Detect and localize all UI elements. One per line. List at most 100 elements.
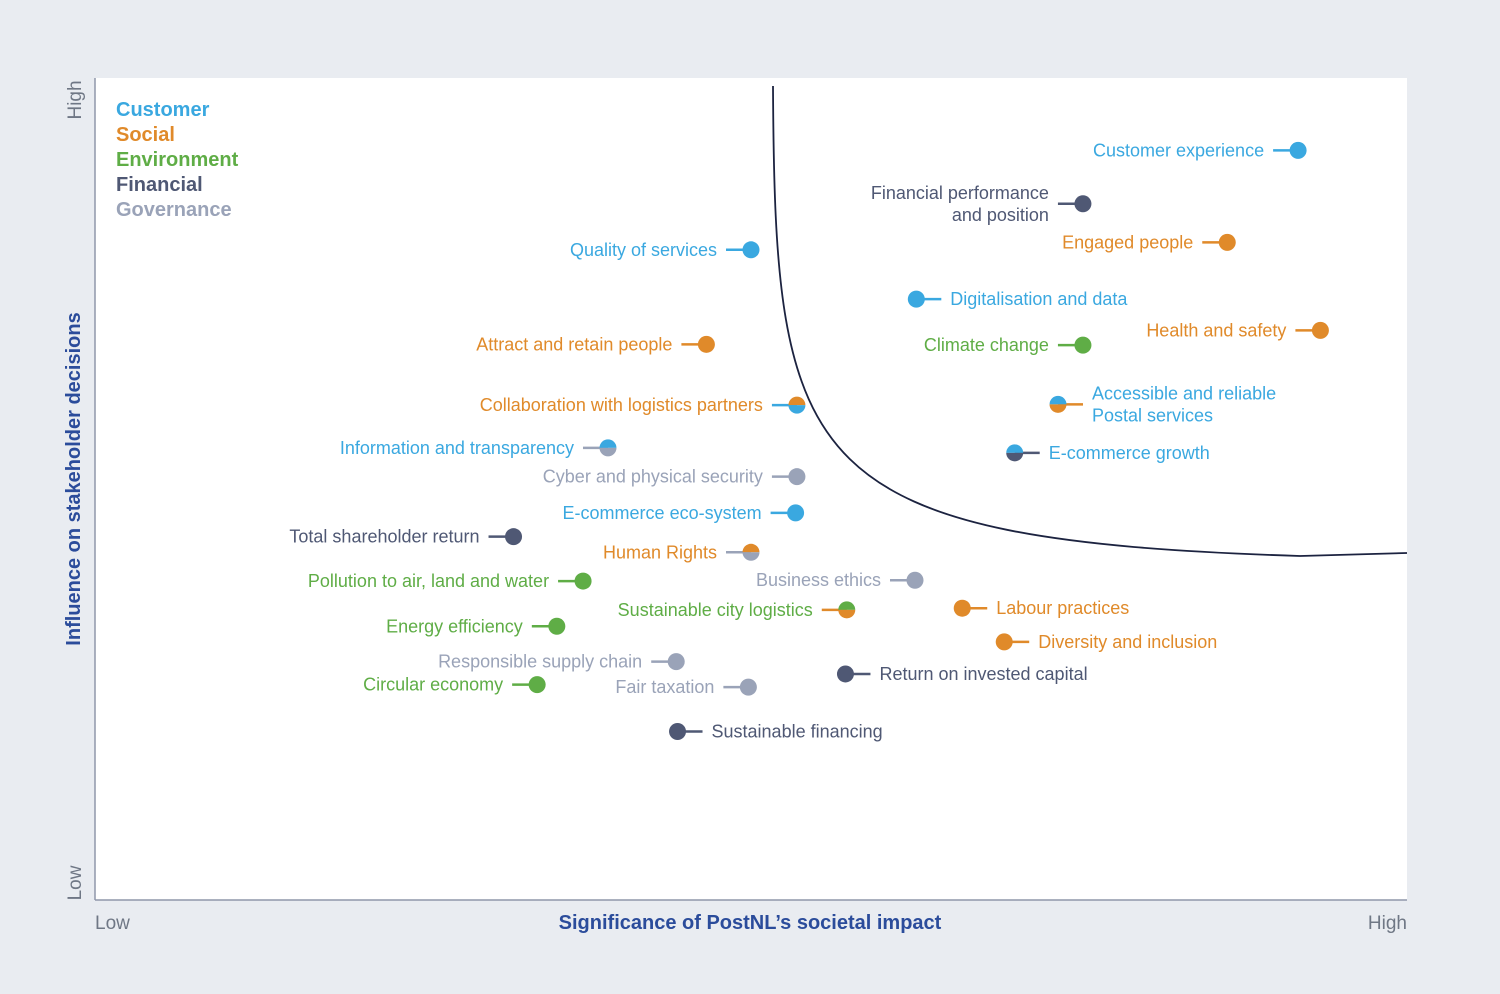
point-label: Climate change <box>924 335 1049 355</box>
point-marker-bottom[interactable] <box>788 405 806 414</box>
point-label: Sustainable city logistics <box>618 600 813 620</box>
point-label: Accessible and reliable <box>1092 383 1276 403</box>
point-label: Business ethics <box>756 570 881 590</box>
point-marker[interactable] <box>1074 195 1092 213</box>
x-axis-title: Significance of PostNL’s societal impact <box>559 912 942 934</box>
point-marker[interactable] <box>1074 336 1092 354</box>
data-point-group: Sustainable city logistics <box>618 600 856 620</box>
point-marker-top[interactable] <box>1006 444 1024 453</box>
data-point-group: Health and safety <box>1146 320 1329 340</box>
point-label: Digitalisation and data <box>950 289 1128 309</box>
point-marker[interactable] <box>697 335 715 353</box>
point-label: Labour practices <box>996 598 1129 618</box>
point-label: Pollution to air, land and water <box>308 571 549 591</box>
point-label: Responsible supply chain <box>438 652 642 672</box>
point-label: Return on invested capital <box>879 664 1087 684</box>
point-marker-bottom[interactable] <box>1049 404 1067 413</box>
legend: Customer Social Environment Financial Govern… <box>116 99 239 221</box>
point-marker-bottom[interactable] <box>742 552 760 561</box>
data-point-group: Sustainable financing <box>669 721 883 741</box>
point-label: Human Rights <box>603 542 717 562</box>
point-marker[interactable] <box>906 571 924 589</box>
data-point-group: E-commerce eco-system <box>563 503 805 523</box>
point-marker-top[interactable] <box>1049 395 1067 405</box>
data-point-group: Engaged people <box>1062 232 1236 252</box>
point-label: Cyber and physical security <box>543 467 763 487</box>
data-point-group: E-commerce growth <box>1006 443 1210 463</box>
x-axis-high-label: High <box>1368 913 1407 934</box>
point-marker-bottom[interactable] <box>1006 452 1024 462</box>
point-label: Financial performance <box>871 183 1049 203</box>
data-point-group: Attract and retain people <box>476 334 715 354</box>
point-marker[interactable] <box>528 676 546 694</box>
data-point-group: Responsible supply chain <box>438 652 685 672</box>
point-marker[interactable] <box>574 572 592 590</box>
legend-item-financial: Financial <box>116 174 203 196</box>
y-axis-low-label: Low <box>65 865 86 900</box>
legend-item-governance: Governance <box>116 199 232 221</box>
point-label: Postal services <box>1092 405 1213 425</box>
legend-item-environment: Environment <box>116 149 239 171</box>
point-marker[interactable] <box>907 290 925 308</box>
point-label: Attract and retain people <box>476 334 672 354</box>
point-marker[interactable] <box>505 528 523 546</box>
point-marker[interactable] <box>995 633 1013 651</box>
point-label: Information and transparency <box>340 438 574 458</box>
point-marker[interactable] <box>548 617 566 635</box>
point-marker[interactable] <box>742 241 760 259</box>
point-marker[interactable] <box>739 678 757 696</box>
point-label: E-commerce eco-system <box>563 503 762 523</box>
point-marker[interactable] <box>836 665 854 683</box>
point-label: Circular economy <box>363 675 503 695</box>
point-marker[interactable] <box>667 653 685 671</box>
point-label: Engaged people <box>1062 232 1193 252</box>
point-label: Fair taxation <box>615 677 714 697</box>
data-point-group: Pollution to air, land and water <box>308 571 592 591</box>
data-point-group: Total shareholder return <box>289 527 523 547</box>
point-marker-top[interactable] <box>788 396 806 406</box>
data-point-group: Quality of services <box>570 240 760 260</box>
point-marker-top[interactable] <box>838 601 856 610</box>
point-marker[interactable] <box>1311 321 1329 339</box>
point-marker-top[interactable] <box>742 543 760 553</box>
point-marker[interactable] <box>788 468 806 486</box>
data-point-group: Climate change <box>924 335 1092 355</box>
point-marker[interactable] <box>1218 233 1236 251</box>
point-label: and position <box>952 205 1049 225</box>
point-marker[interactable] <box>1289 141 1307 159</box>
point-label: Quality of services <box>570 240 717 260</box>
data-point-group: Human Rights <box>603 542 760 562</box>
data-point-group: Diversity and inclusion <box>995 632 1217 652</box>
data-point-group: Circular economy <box>363 675 546 695</box>
point-label: E-commerce growth <box>1049 443 1210 463</box>
point-label: Collaboration with logistics partners <box>480 395 763 415</box>
point-label: Total shareholder return <box>289 527 479 547</box>
data-point-group: Labour practices <box>953 598 1129 618</box>
point-marker[interactable] <box>787 504 805 522</box>
data-point-group: Return on invested capital <box>836 664 1088 684</box>
plot-area <box>95 78 1407 900</box>
data-point-group: Business ethics <box>756 570 924 590</box>
threshold-curve <box>772 85 1408 557</box>
data-points: Customer experience Financial performance… <box>289 140 1329 741</box>
data-point-group: Information and transparency <box>340 438 617 458</box>
point-label: Diversity and inclusion <box>1038 632 1217 652</box>
data-point-group: Energy efficiency <box>386 616 566 636</box>
data-point-group: Cyber and physical security <box>543 467 806 487</box>
y-axis-title: Influence on stakeholder decisions <box>63 312 85 645</box>
x-axis-low-label: Low <box>95 913 130 934</box>
point-marker-bottom[interactable] <box>838 609 856 619</box>
legend-item-customer: Customer <box>116 99 210 121</box>
point-marker-bottom[interactable] <box>599 447 617 457</box>
point-marker-top[interactable] <box>599 439 617 448</box>
data-point-group: Collaboration with logistics partners <box>480 395 806 415</box>
point-marker[interactable] <box>669 722 687 740</box>
point-marker[interactable] <box>953 599 971 617</box>
data-point-group: Customer experience <box>1093 140 1307 160</box>
legend-item-social: Social <box>116 124 175 146</box>
point-label: Health and safety <box>1146 320 1286 340</box>
